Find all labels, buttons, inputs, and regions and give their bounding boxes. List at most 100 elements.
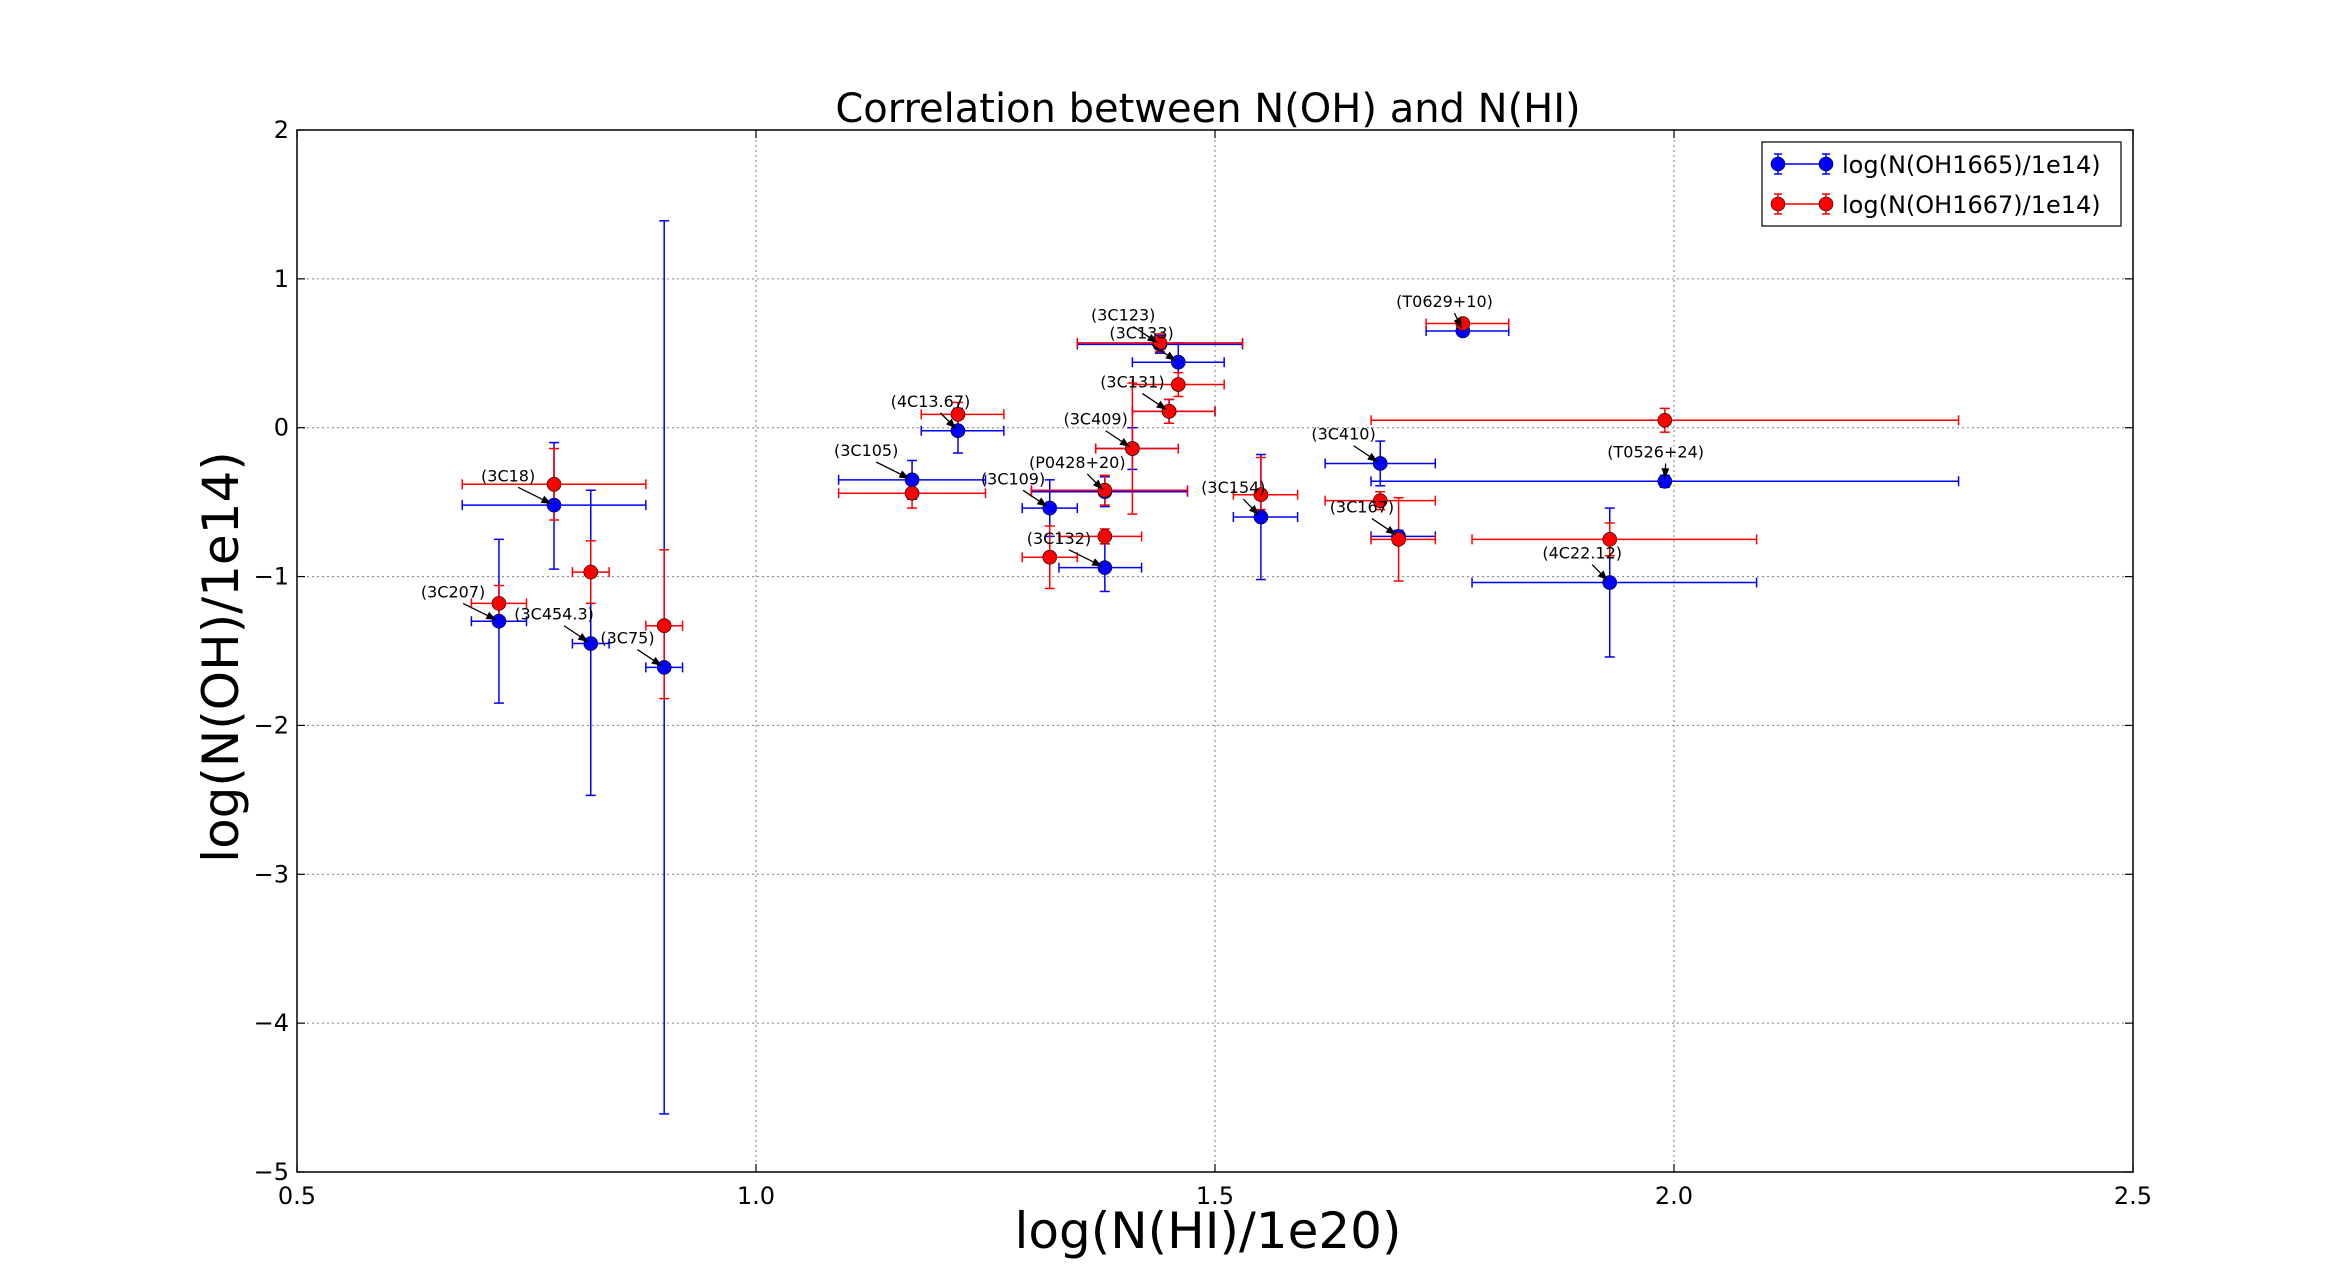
- annotation-arrowhead: [1661, 468, 1670, 479]
- legend-marker: [1818, 156, 1834, 172]
- x-tick-label: 1.0: [737, 1182, 775, 1210]
- legend-entry: log(N(OH1665)/1e14): [1770, 151, 2101, 179]
- annotation-label: (3C132): [1027, 529, 1091, 548]
- source-annotation: (P0428+20): [1029, 453, 1126, 491]
- oh1667-point: [1391, 532, 1406, 547]
- source-annotation: (3C131): [1100, 373, 1167, 411]
- oh1667-point: [1042, 549, 1058, 565]
- oh1665-point: [546, 497, 562, 513]
- annotation-arrowhead: [1385, 525, 1397, 535]
- annotation-label: (4C22.12): [1542, 544, 1622, 563]
- annotation-label: (3C454.3): [514, 605, 594, 624]
- oh1667-point: [546, 476, 562, 492]
- annotation-arrowhead: [1036, 497, 1048, 507]
- annotation-arrowhead: [945, 418, 956, 429]
- oh1667-point: [656, 618, 672, 633]
- legend-marker: [1770, 156, 1786, 172]
- chart-title: Correlation between N(OH) and N(HI): [835, 86, 1580, 132]
- annotation-arrowhead: [1453, 317, 1462, 329]
- data-markers: [491, 316, 1673, 675]
- annotation-label: (T0629+10): [1396, 292, 1493, 311]
- source-annotation: (3C132): [1027, 529, 1103, 567]
- annotation-arrowhead: [540, 495, 552, 504]
- oh1667-point: [1170, 377, 1186, 392]
- source-annotation: (3C154): [1201, 478, 1266, 516]
- annotation-label: (3C410): [1311, 425, 1375, 444]
- y-tick-label: 1: [274, 265, 289, 293]
- legend-marker: [1818, 196, 1834, 212]
- error-bar: [1232, 456, 1299, 511]
- source-annotation: (3C454.3): [514, 605, 594, 643]
- source-annotation: (3C105): [834, 441, 910, 480]
- oh1665-point: [1372, 456, 1388, 471]
- source-annotation: (4C13.67): [891, 392, 971, 430]
- annotation-arrowhead: [1092, 479, 1103, 490]
- y-tick-label: 2: [274, 116, 289, 144]
- oh1667-point: [491, 596, 507, 611]
- oh1667-point: [904, 485, 920, 501]
- annotation-label: (3C131): [1100, 373, 1164, 392]
- legend-entry: log(N(OH1667)/1e14): [1770, 191, 2101, 219]
- oh1665-point: [656, 660, 672, 675]
- y-tick-label: −2: [254, 711, 289, 739]
- legend-box: [1761, 141, 2122, 227]
- oh1667-point: [1253, 487, 1269, 503]
- annotation-arrowhead: [1156, 400, 1167, 410]
- oh1665-point: [583, 636, 599, 651]
- y-axis-label: log(N(OH)/1e14): [192, 451, 250, 863]
- oh1667-point: [1372, 493, 1388, 508]
- annotation-label: (T0526+24): [1607, 442, 1704, 461]
- annotation-arrowhead: [1165, 351, 1176, 361]
- x-tick-label: 1.5: [1196, 1182, 1234, 1210]
- annotation-arrowhead: [1091, 558, 1103, 567]
- oh1667-point: [1657, 412, 1673, 428]
- y-tick-label: −4: [254, 1009, 289, 1037]
- y-tick-label: −1: [254, 563, 289, 591]
- annotation-arrowhead: [1119, 438, 1130, 447]
- legend-label: log(N(OH1665)/1e14): [1842, 151, 2101, 179]
- oh1667-point: [583, 564, 599, 580]
- source-annotation: (3C409): [1063, 410, 1131, 448]
- oh1665-point: [491, 613, 507, 629]
- annotation-label: (3C105): [834, 441, 898, 460]
- annotation-label: (3C75): [600, 629, 654, 648]
- oh1667-point: [1097, 529, 1113, 544]
- oh1665-point: [1170, 354, 1186, 370]
- x-tick-label: 2.5: [2114, 1182, 2152, 1210]
- source-annotation: (3C207): [421, 582, 497, 621]
- annotations: (3C207) (3C18) (3C454.3) (3C75) (3C105) (4C13…: [421, 292, 1704, 667]
- annotation-label: (3C167): [1330, 498, 1394, 517]
- annotation-label: (3C133): [1109, 323, 1173, 342]
- annotation-arrowhead: [651, 656, 662, 666]
- source-annotation: (T0526+24): [1607, 442, 1704, 479]
- annotation-label: (3C123): [1091, 306, 1155, 325]
- legend: log(N(OH1665)/1e14) log(N(OH1667)/1e14): [1761, 141, 2122, 227]
- legend-marker: [1770, 196, 1786, 212]
- source-annotation: (3C133): [1109, 323, 1177, 362]
- source-annotation: (3C109): [981, 469, 1048, 507]
- source-annotation: (3C167): [1330, 498, 1397, 536]
- x-tick-label: 2.0: [1655, 1182, 1693, 1210]
- grid: [297, 130, 2133, 1172]
- annotation-label: (4C13.67): [891, 392, 971, 411]
- oh1667-point: [1125, 441, 1140, 456]
- annotation-arrowhead: [1367, 452, 1378, 462]
- annotation-arrowhead: [1597, 570, 1608, 581]
- annotation-label: (3C154): [1201, 478, 1265, 497]
- y-tick-label: −3: [254, 860, 289, 888]
- legend-label: log(N(OH1667)/1e14): [1842, 191, 2101, 219]
- oh1667-point: [1602, 532, 1618, 547]
- annotation-arrowhead: [1248, 504, 1259, 515]
- oh1665-point: [1097, 560, 1113, 575]
- source-annotation: (3C123): [1091, 306, 1158, 344]
- source-annotation: (T0629+10): [1396, 292, 1493, 329]
- x-axis-label: log(N(HI)/1e20): [1014, 1202, 1401, 1260]
- annotation-arrowhead: [577, 633, 589, 642]
- source-annotation: (3C410): [1311, 425, 1379, 463]
- source-annotation: (4C22.12): [1542, 544, 1622, 581]
- oh1667-point: [950, 407, 966, 422]
- annotation-label: (3C409): [1063, 410, 1127, 429]
- annotation-label: (3C18): [481, 466, 535, 485]
- oh1665-point: [1042, 500, 1058, 516]
